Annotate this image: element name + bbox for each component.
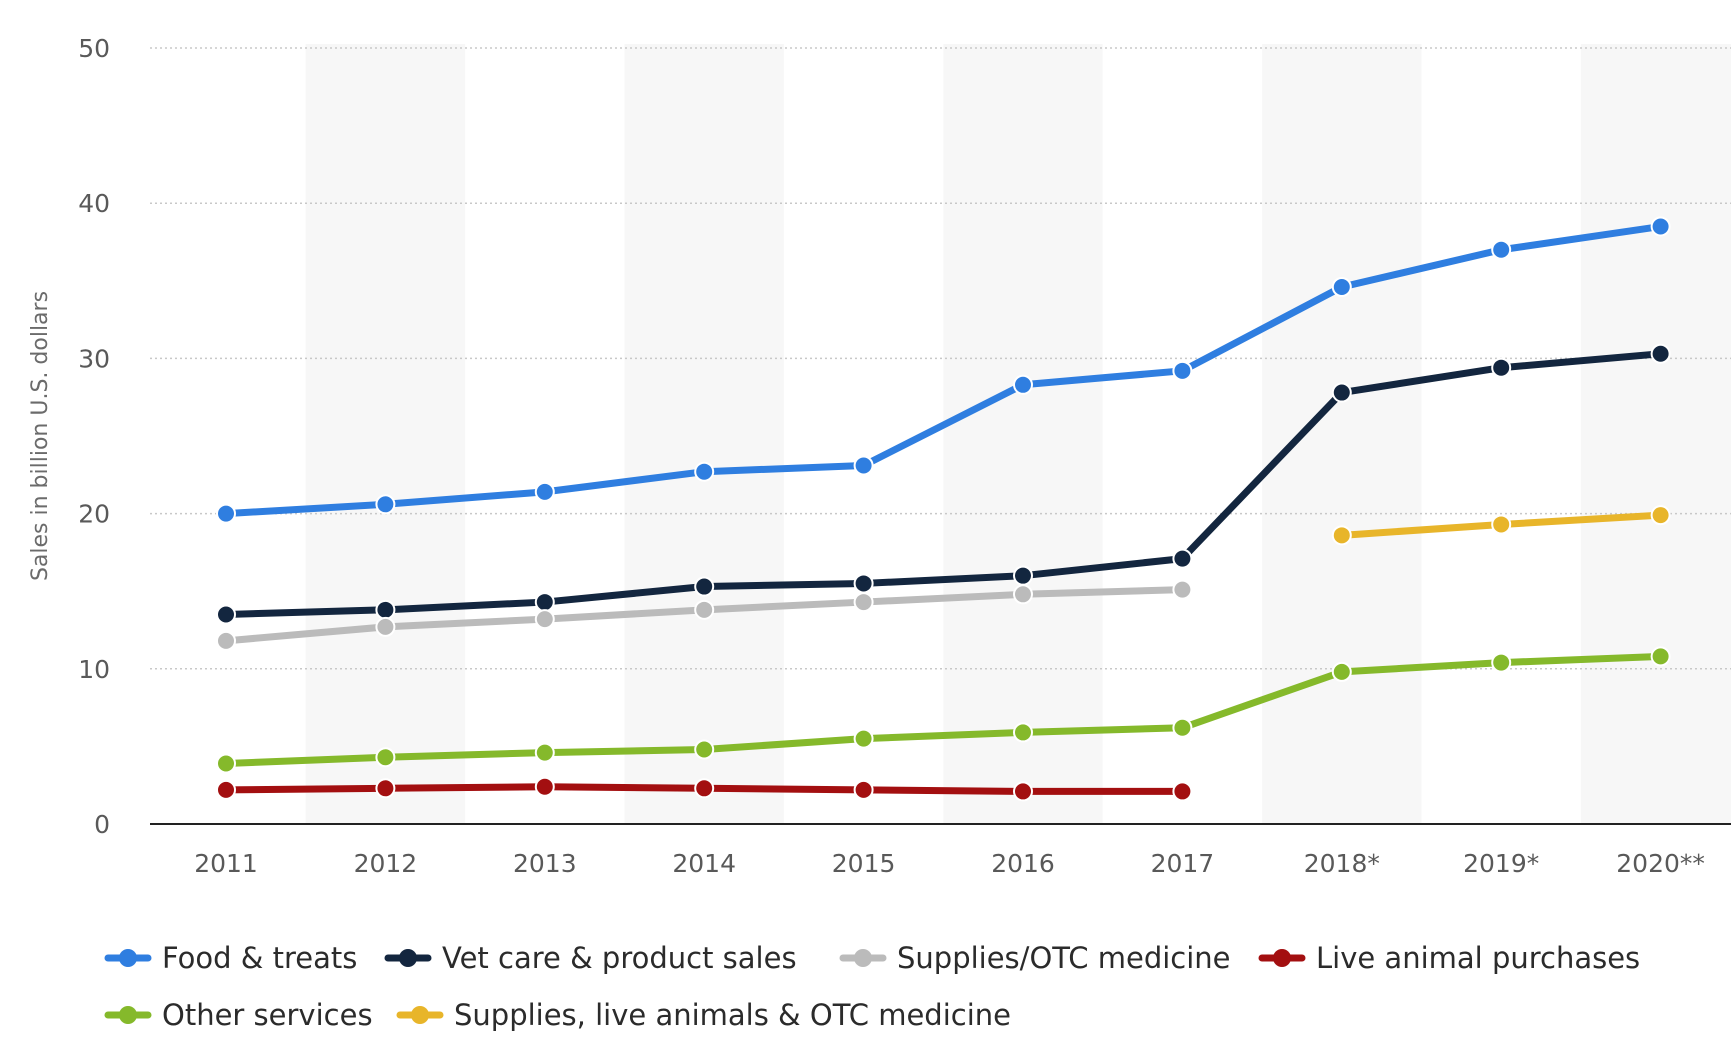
data-point[interactable] [1491,514,1512,535]
x-tick-label: 2014 [672,849,736,878]
data-point[interactable] [375,494,396,515]
data-point[interactable] [375,778,396,799]
data-point[interactable] [1172,781,1193,802]
category-band [943,44,1103,824]
data-point[interactable] [534,609,555,630]
x-tick-label: 2016 [991,849,1055,878]
data-point[interactable] [1013,781,1033,802]
data-point[interactable] [1650,646,1671,667]
data-point[interactable] [1650,343,1671,364]
category-band [624,44,784,824]
x-tick-label: 2020** [1616,849,1705,878]
x-tick-label: 2019* [1463,849,1539,878]
legend-item-label[interactable]: Vet care & product sales [442,941,797,975]
x-tick-label: 2013 [513,849,577,878]
y-tick-label: 20 [78,500,110,529]
data-point[interactable] [534,776,555,797]
data-point[interactable] [853,779,874,800]
data-point[interactable] [1172,579,1193,600]
data-point[interactable] [216,604,236,625]
data-point[interactable] [1331,382,1352,403]
legend-swatch-marker[interactable] [119,949,137,967]
data-point[interactable] [694,576,715,597]
data-point[interactable] [1013,722,1033,743]
data-point[interactable] [1491,652,1512,673]
data-point[interactable] [375,616,396,637]
data-point[interactable] [853,728,874,749]
legend-swatch-marker[interactable] [119,1006,137,1024]
data-point[interactable] [1013,374,1033,395]
data-point[interactable] [1491,239,1512,260]
data-point[interactable] [1491,357,1512,378]
x-tick-label: 2015 [832,849,896,878]
y-tick-label: 50 [78,34,110,63]
y-tick-label: 10 [78,655,110,684]
data-point[interactable] [1331,661,1352,682]
data-point[interactable] [1172,548,1193,569]
series-line [222,222,1665,518]
data-point[interactable] [1013,565,1033,586]
legend-swatch-marker[interactable] [411,1006,429,1024]
data-point[interactable] [216,630,236,651]
y-axis-title: Sales in billion U.S. dollars [28,291,53,581]
data-point[interactable] [216,503,236,524]
x-tick-label: 2017 [1151,849,1215,878]
legend-item-label[interactable]: Other services [162,998,373,1032]
legend-item-label[interactable]: Food & treats [162,941,357,975]
data-point[interactable] [1013,584,1033,605]
x-tick-label: 2012 [354,849,418,878]
data-point[interactable] [1331,277,1352,298]
legend-swatch-marker[interactable] [854,949,872,967]
series-line [222,350,1665,618]
data-point[interactable] [375,747,396,768]
legend-swatch-marker[interactable] [1273,949,1291,967]
category-band [305,44,466,824]
category-band [1262,44,1422,824]
legend-item-label[interactable]: Live animal purchases [1316,941,1640,975]
y-tick-label: 0 [94,810,110,839]
data-point[interactable] [534,592,555,613]
x-tick-label: 2018* [1304,849,1380,878]
data-point[interactable] [694,739,715,760]
data-point[interactable] [853,592,874,613]
data-point[interactable] [694,461,715,482]
data-point[interactable] [694,778,715,799]
data-point[interactable] [534,481,555,502]
data-point[interactable] [1650,216,1671,237]
data-point[interactable] [853,573,874,594]
data-point[interactable] [1331,525,1352,546]
data-point[interactable] [694,599,715,620]
x-tick-label: 2011 [194,849,258,878]
category-band [1580,44,1731,824]
data-point[interactable] [853,455,874,476]
data-point[interactable] [1172,360,1193,381]
data-point[interactable] [216,753,236,774]
series-line [222,652,1665,767]
data-point[interactable] [216,779,236,800]
y-tick-label: 30 [78,344,110,373]
data-point[interactable] [1172,717,1193,738]
data-point[interactable] [1650,505,1671,526]
y-tick-label: 40 [78,189,110,218]
legend-item-label[interactable]: Supplies/OTC medicine [897,941,1231,975]
legend-swatch-marker[interactable] [399,949,417,967]
data-point[interactable] [375,599,396,620]
data-point[interactable] [534,742,555,763]
legend-item-label[interactable]: Supplies, live animals & OTC medicine [454,998,1011,1032]
